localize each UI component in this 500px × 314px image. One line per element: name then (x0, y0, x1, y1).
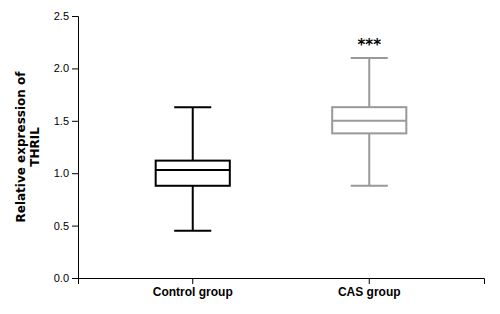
chart: 0.0 0.5 1.0 1.5 2.0 2.5 Control group CAS group… (0, 0, 500, 314)
y-tick-mark (72, 121, 78, 122)
y-tick-label: 1.0 (54, 167, 69, 179)
y-tick: 2.0 (54, 62, 78, 74)
cap-high (351, 57, 388, 59)
box (156, 107, 230, 231)
x-tick-label: Control group (153, 285, 233, 299)
y-tick-mark (72, 278, 78, 279)
x-tick-mark (192, 278, 193, 284)
y-tick-label: 2.5 (54, 10, 69, 22)
whisker-high (368, 58, 370, 107)
y-tick: 1.5 (54, 115, 78, 127)
y-tick-label: 2.0 (54, 62, 69, 74)
y-tick-mark (72, 173, 78, 174)
y-tick: 0.5 (54, 220, 78, 232)
y-tick: 2.5 (54, 10, 78, 22)
x-tick-mark (369, 278, 370, 284)
y-axis-title: Relative expression ofTHRIL (14, 71, 42, 223)
box-body (156, 161, 230, 186)
cap-low (174, 230, 211, 232)
cap-low (351, 185, 388, 187)
y-tick-label: 0.5 (54, 220, 69, 232)
median (332, 120, 406, 122)
cap-high (174, 106, 211, 108)
y-tick-label: 1.5 (54, 115, 69, 127)
boxes (156, 58, 407, 231)
y-tick-mark (72, 68, 78, 69)
y-tick: 1.0 (54, 167, 78, 179)
x-axis: Control group CAS group (79, 278, 485, 299)
y-axis-line (72, 17, 79, 279)
y-axis-title-line: THRIL (28, 127, 42, 167)
y-tick: 0.0 (54, 272, 78, 284)
x-tick: CAS group (338, 278, 401, 299)
box-body (332, 107, 406, 133)
y-axis-title-line: Relative expression of (14, 71, 28, 223)
y-axis: 0.0 0.5 1.0 1.5 2.0 2.5 (54, 10, 79, 284)
x-axis-line (79, 279, 485, 285)
x-tick-label: CAS group (338, 285, 401, 299)
whisker-low (192, 186, 194, 231)
plot: 0.0 0.5 1.0 1.5 2.0 2.5 Control group CAS group… (54, 10, 485, 299)
x-tick: Control group (153, 278, 233, 299)
whisker-low (368, 133, 370, 185)
y-tick-mark (72, 226, 78, 227)
y-tick-label: 0.0 (54, 272, 69, 284)
annotation: *** (357, 36, 381, 54)
box (332, 58, 406, 186)
whisker-high (192, 107, 194, 160)
y-tick-mark (72, 16, 78, 17)
median (156, 169, 230, 171)
